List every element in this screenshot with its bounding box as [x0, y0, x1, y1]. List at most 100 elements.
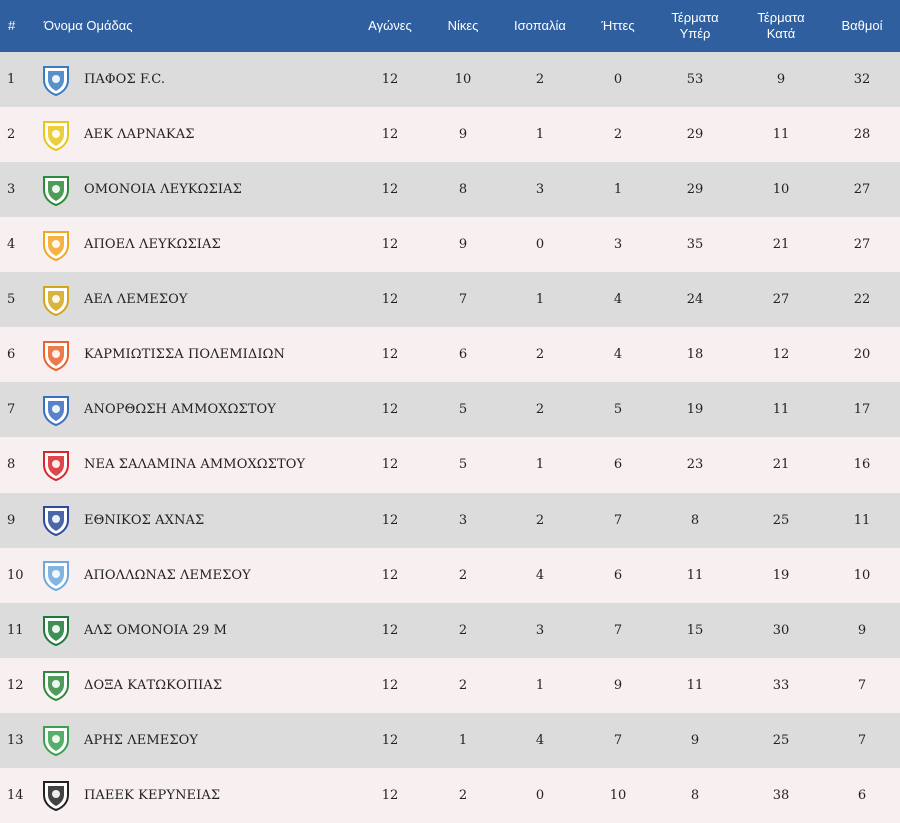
row-gf: 29 — [686, 127, 704, 143]
row-position: 10 — [7, 567, 24, 583]
row-played: 12 — [381, 127, 399, 143]
karmiotissa-crest-icon — [40, 339, 72, 371]
row-ga: 19 — [772, 567, 790, 583]
row-wins: 9 — [458, 127, 468, 143]
row-gf: 8 — [690, 512, 700, 528]
team-name[interactable]: ΟΜΟΝΟΙΑ ΛΕΥΚΩΣΙΑΣ — [84, 182, 242, 198]
team-name[interactable]: ΚΑΡΜΙΩΤΙΣΣΑ ΠΟΛΕΜΙΔΙΩΝ — [84, 347, 285, 363]
team-name[interactable]: ΑΠΟΕΛ ΛΕΥΚΩΣΙΑΣ — [84, 237, 221, 253]
header-position: # — [8, 18, 16, 33]
team-name[interactable]: ΑΕΛ ΛΕΜΕΣΟΥ — [84, 292, 188, 308]
row-losses: 3 — [613, 237, 623, 253]
row-team[interactable]: ΕΘΝΙΚΟΣ ΑΧΝΑΣ — [40, 493, 350, 548]
table-row[interactable]: 10 ΑΠΟΛΛΩΝΑΣ ΛΕΜΕΣΟΥ 12 2 4 6 11 19 10 — [0, 547, 900, 603]
row-team[interactable]: ΑΛΣ ΟΜΟΝΟΙΑ 29 Μ — [40, 603, 350, 658]
aek-crest-icon — [40, 119, 72, 151]
row-team[interactable]: ΑΝΟΡΘΩΣΗ ΑΜΜΟΧΩΣΤΟΥ — [40, 382, 350, 437]
team-name[interactable]: ΑΛΣ ΟΜΟΝΟΙΑ 29 Μ — [84, 622, 228, 638]
row-losses: 2 — [613, 127, 623, 143]
team-name[interactable]: ΑΠΟΛΛΩΝΑΣ ΛΕΜΕΣΟΥ — [84, 567, 251, 583]
row-wins: 7 — [458, 292, 468, 308]
row-points: 27 — [853, 237, 871, 253]
row-ga: 27 — [772, 292, 790, 308]
table-row[interactable]: 2 ΑΕΚ ΛΑΡΝΑΚΑΣ 12 9 1 2 29 11 28 — [0, 107, 900, 163]
row-losses: 9 — [613, 677, 623, 693]
row-position: 5 — [7, 292, 16, 308]
row-team[interactable]: ΠΑΦΟΣ F.C. — [40, 52, 350, 107]
table-row[interactable]: 11 ΑΛΣ ΟΜΟΝΟΙΑ 29 Μ 12 2 3 7 15 30 9 — [0, 602, 900, 658]
header-goals-for-line1: Τέρματα — [671, 10, 719, 25]
omonoia-29m-crest-icon — [40, 614, 72, 647]
doxa-crest-icon — [40, 669, 72, 702]
row-gf: 19 — [686, 402, 704, 418]
nea-salamina-crest-icon — [40, 449, 72, 481]
row-draws: 2 — [535, 347, 545, 363]
row-ga: 10 — [772, 182, 790, 198]
row-team[interactable]: ΟΜΟΝΟΙΑ ΛΕΥΚΩΣΙΑΣ — [40, 162, 350, 217]
anorthosis-crest-icon — [40, 394, 72, 426]
row-wins: 6 — [458, 347, 468, 363]
row-team[interactable]: ΑΡΗΣ ΛΕΜΕΣΟΥ — [40, 713, 350, 768]
table-body: 1 ΠΑΦΟΣ F.C. 12 10 2 0 53 9 32 2 ΑΕΚ ΛΑΡΝΑΚΑΣ 12 9 1 2… — [0, 52, 900, 823]
row-team[interactable]: ΠΑΕΕΚ ΚΕΡΥΝΕΙΑΣ — [40, 768, 350, 823]
row-ga: 33 — [772, 677, 790, 693]
table-row[interactable]: 4 ΑΠΟΕΛ ΛΕΥΚΩΣΙΑΣ 12 9 0 3 35 21 27 — [0, 217, 900, 273]
row-points: 22 — [853, 292, 871, 308]
table-row[interactable]: 1 ΠΑΦΟΣ F.C. 12 10 2 0 53 9 32 — [0, 52, 900, 108]
row-team[interactable]: ΔΟΞΑ ΚΑΤΩΚΟΠΙΑΣ — [40, 658, 350, 713]
table-row[interactable]: 9 ΕΘΝΙΚΟΣ ΑΧΝΑΣ 12 3 2 7 8 25 11 — [0, 492, 900, 548]
row-team[interactable]: ΝΕΑ ΣΑΛΑΜΙΝΑ ΑΜΜΟΧΩΣΤΟΥ — [40, 437, 350, 492]
row-ga: 9 — [776, 72, 786, 88]
table-row[interactable]: 14 ΠΑΕΕΚ ΚΕΡΥΝΕΙΑΣ 12 2 0 10 8 38 6 — [0, 767, 900, 823]
row-gf: 11 — [686, 677, 704, 693]
pafos-crest-icon — [40, 64, 72, 96]
table-row[interactable]: 8 ΝΕΑ ΣΑΛΑΜΙΝΑ ΑΜΜΟΧΩΣΤΟΥ 12 5 1 6 23 21 16 — [0, 437, 900, 493]
table-row[interactable]: 12 ΔΟΞΑ ΚΑΤΩΚΟΠΙΑΣ 12 2 1 9 11 33 7 — [0, 657, 900, 713]
row-team[interactable]: ΚΑΡΜΙΩΤΙΣΣΑ ΠΟΛΕΜΙΔΙΩΝ — [40, 327, 350, 382]
team-name[interactable]: ΠΑΕΕΚ ΚΕΡΥΝΕΙΑΣ — [84, 787, 221, 803]
row-team[interactable]: ΑΕΚ ΛΑΡΝΑΚΑΣ — [40, 107, 350, 162]
table-row[interactable]: 6 ΚΑΡΜΙΩΤΙΣΣΑ ΠΟΛΕΜΙΔΙΩΝ 12 6 2 4 18 12 20 — [0, 327, 900, 383]
row-points: 7 — [857, 732, 867, 748]
row-draws: 4 — [535, 732, 545, 748]
row-points: 17 — [853, 402, 871, 418]
row-team[interactable]: ΑΕΛ ΛΕΜΕΣΟΥ — [40, 272, 350, 327]
header-points: Βαθμοί — [841, 18, 883, 33]
header-goals-against-line1: Τέρματα — [757, 10, 805, 25]
team-name[interactable]: ΝΕΑ ΣΑΛΑΜΙΝΑ ΑΜΜΟΧΩΣΤΟΥ — [84, 457, 306, 473]
omonoia-crest-icon — [40, 174, 72, 206]
row-team[interactable]: ΑΠΟΛΛΩΝΑΣ ΛΕΜΕΣΟΥ — [40, 548, 350, 603]
row-wins: 2 — [458, 567, 468, 583]
row-gf: 29 — [686, 182, 704, 198]
ael-crest-icon — [40, 284, 72, 316]
team-name[interactable]: ΕΘΝΙΚΟΣ ΑΧΝΑΣ — [84, 512, 205, 528]
table-row[interactable]: 3 ΟΜΟΝΟΙΑ ΛΕΥΚΩΣΙΑΣ 12 8 3 1 29 10 27 — [0, 162, 900, 218]
row-draws: 3 — [535, 622, 545, 638]
row-played: 12 — [381, 457, 399, 473]
row-draws: 1 — [535, 127, 545, 143]
row-position: 9 — [7, 512, 16, 528]
row-team[interactable]: ΑΠΟΕΛ ΛΕΥΚΩΣΙΑΣ — [40, 217, 350, 272]
row-position: 6 — [7, 347, 16, 363]
row-losses: 10 — [609, 787, 627, 803]
team-name[interactable]: ΑΝΟΡΘΩΣΗ ΑΜΜΟΧΩΣΤΟΥ — [84, 402, 276, 418]
row-position: 11 — [7, 622, 24, 638]
row-gf: 11 — [686, 567, 704, 583]
row-ga: 21 — [772, 237, 790, 253]
row-losses: 4 — [613, 347, 623, 363]
table-row[interactable]: 5 ΑΕΛ ΛΕΜΕΣΟΥ 12 7 1 4 24 27 22 — [0, 272, 900, 328]
row-draws: 0 — [535, 787, 545, 803]
row-position: 12 — [7, 677, 24, 693]
team-name[interactable]: ΠΑΦΟΣ F.C. — [84, 72, 166, 88]
team-name[interactable]: ΔΟΞΑ ΚΑΤΩΚΟΠΙΑΣ — [84, 677, 223, 693]
team-name[interactable]: ΑΕΚ ΛΑΡΝΑΚΑΣ — [84, 127, 195, 143]
row-losses: 7 — [613, 732, 623, 748]
row-played: 12 — [381, 567, 399, 583]
table-row[interactable]: 7 ΑΝΟΡΘΩΣΗ ΑΜΜΟΧΩΣΤΟΥ 12 5 2 5 19 11 17 — [0, 382, 900, 438]
row-gf: 23 — [686, 457, 704, 473]
row-draws: 1 — [535, 457, 545, 473]
team-name[interactable]: ΑΡΗΣ ΛΕΜΕΣΟΥ — [84, 732, 199, 748]
table-row[interactable]: 13 ΑΡΗΣ ΛΕΜΕΣΟΥ 12 1 4 7 9 25 7 — [0, 712, 900, 768]
row-draws: 2 — [535, 72, 545, 88]
row-gf: 9 — [690, 732, 700, 748]
